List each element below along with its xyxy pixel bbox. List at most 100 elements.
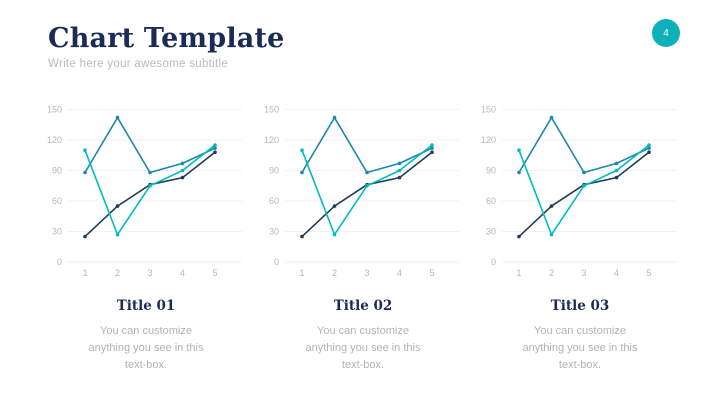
- y-tick-label: 30: [52, 227, 62, 237]
- blue-series-point: [115, 115, 120, 120]
- blue-series-point: [397, 161, 402, 166]
- navy-series-point: [83, 234, 87, 239]
- blue-series-point: [300, 170, 304, 175]
- line-chart-3: 0 30 60 90 120 150 1 2 3 4 5: [481, 105, 676, 278]
- blue-series-point: [549, 115, 554, 120]
- x-tick-label: 2: [549, 268, 554, 278]
- teal-series-line: [84, 144, 216, 236]
- navy-series-point: [647, 150, 651, 154]
- x-tick-label: 1: [82, 268, 87, 278]
- y-tick-label: 0: [491, 257, 496, 267]
- y-tick-label: 90: [269, 166, 279, 176]
- chart-card-3: 0 30 60 90 120 150 1 2 3 4 5 Title 03 You can cust…: [480, 98, 680, 374]
- page-number-badge: 4: [652, 19, 680, 47]
- teal-series-line: [301, 144, 433, 236]
- line-chart-2: 0 30 60 90 120 150 1 2 3 4 5: [264, 105, 459, 278]
- teal-series-point: [83, 148, 87, 152]
- navy-series-line: [84, 151, 216, 238]
- x-tick-label: 5: [429, 268, 434, 278]
- blue-series-point: [332, 115, 337, 120]
- blue-series-point: [614, 161, 619, 166]
- teal-series-point: [332, 232, 337, 237]
- x-tick-label: 4: [397, 268, 402, 278]
- navy-series-line: [301, 151, 433, 238]
- teal-series-point: [614, 168, 619, 173]
- blue-series-point: [180, 161, 185, 166]
- blue-series-point: [83, 170, 87, 175]
- y-tick-label: 120: [481, 135, 496, 145]
- blue-series-line: [518, 116, 650, 174]
- navy-series-line: [518, 151, 650, 238]
- x-tick-label: 1: [299, 268, 304, 278]
- y-tick-label: 150: [264, 105, 279, 115]
- navy-series-point: [549, 204, 554, 208]
- y-tick-label: 120: [264, 135, 279, 145]
- y-tick-label: 150: [47, 105, 62, 115]
- chart-card-1: 0 30 60 90 120 150 1 2 3 4 5 Title 01 You can cust…: [46, 98, 246, 374]
- navy-series-point: [430, 150, 434, 154]
- y-tick-label: 120: [47, 135, 62, 145]
- y-tick-label: 0: [274, 257, 279, 267]
- y-tick-label: 90: [52, 166, 62, 176]
- card-body-2: You can customize anything you see in th…: [305, 325, 421, 371]
- blue-series-point: [582, 170, 586, 175]
- slide-header: Chart Template Write here your awesome s…: [48, 23, 681, 71]
- page-number: 4: [663, 27, 669, 39]
- x-tick-label: 1: [516, 268, 521, 278]
- navy-series-point: [332, 204, 337, 208]
- teal-series-point: [397, 168, 402, 173]
- x-tick-label: 3: [581, 268, 586, 278]
- teal-series-line: [518, 144, 650, 236]
- card-body-3: You can customize anything you see in th…: [522, 325, 638, 371]
- teal-series-point: [517, 148, 521, 152]
- x-tick-label: 5: [212, 268, 217, 278]
- x-tick-label: 2: [332, 268, 337, 278]
- card-title-2: Title 02: [333, 298, 393, 314]
- teal-series-point: [180, 168, 185, 173]
- x-tick-label: 4: [614, 268, 619, 278]
- navy-series-point: [180, 175, 185, 180]
- blue-series-point: [430, 146, 434, 150]
- x-tick-label: 4: [180, 268, 185, 278]
- blue-series-point: [213, 146, 217, 150]
- teal-series-point: [549, 232, 554, 237]
- y-tick-label: 150: [481, 105, 496, 115]
- teal-series-point: [213, 143, 217, 147]
- blue-series-point: [647, 146, 651, 150]
- card-body-1: You can customize anything you see in th…: [88, 325, 204, 371]
- card-title-1: Title 01: [116, 298, 176, 314]
- page-title: Chart Template: [48, 23, 285, 54]
- x-tick-label: 3: [147, 268, 152, 278]
- navy-series-point: [397, 175, 402, 180]
- y-tick-label: 60: [269, 196, 279, 206]
- teal-series-point: [148, 184, 152, 188]
- x-tick-label: 2: [115, 268, 120, 278]
- teal-series-point: [115, 232, 120, 237]
- x-tick-label: 5: [646, 268, 651, 278]
- blue-series-point: [148, 170, 152, 175]
- blue-series-point: [517, 170, 521, 175]
- x-tick-label: 3: [364, 268, 369, 278]
- blue-series-line: [84, 116, 216, 174]
- chart-card-2: 0 30 60 90 120 150 1 2 3 4 5 Title 02 You can cust…: [263, 98, 463, 374]
- y-tick-label: 30: [269, 227, 279, 237]
- line-chart-1: 0 30 60 90 120 150 1 2 3 4 5: [47, 105, 242, 278]
- navy-series-point: [300, 234, 304, 239]
- blue-series-line: [301, 116, 433, 174]
- page-subtitle: Write here your awesome subtitle: [48, 58, 229, 70]
- y-tick-label: 60: [52, 196, 62, 206]
- y-tick-label: 90: [486, 166, 496, 176]
- navy-series-point: [115, 204, 120, 208]
- chart-cards-row: 0 30 60 90 120 150 1 2 3 4 5 Title 01 You can cust…: [46, 98, 680, 374]
- blue-series-point: [365, 170, 369, 175]
- navy-series-point: [213, 150, 217, 154]
- teal-series-point: [647, 143, 651, 147]
- teal-series-point: [582, 184, 586, 188]
- card-title-3: Title 03: [550, 298, 610, 314]
- navy-series-point: [517, 234, 521, 239]
- y-tick-label: 0: [57, 257, 62, 267]
- teal-series-point: [365, 184, 369, 188]
- y-tick-label: 60: [486, 196, 496, 206]
- y-tick-label: 30: [486, 227, 496, 237]
